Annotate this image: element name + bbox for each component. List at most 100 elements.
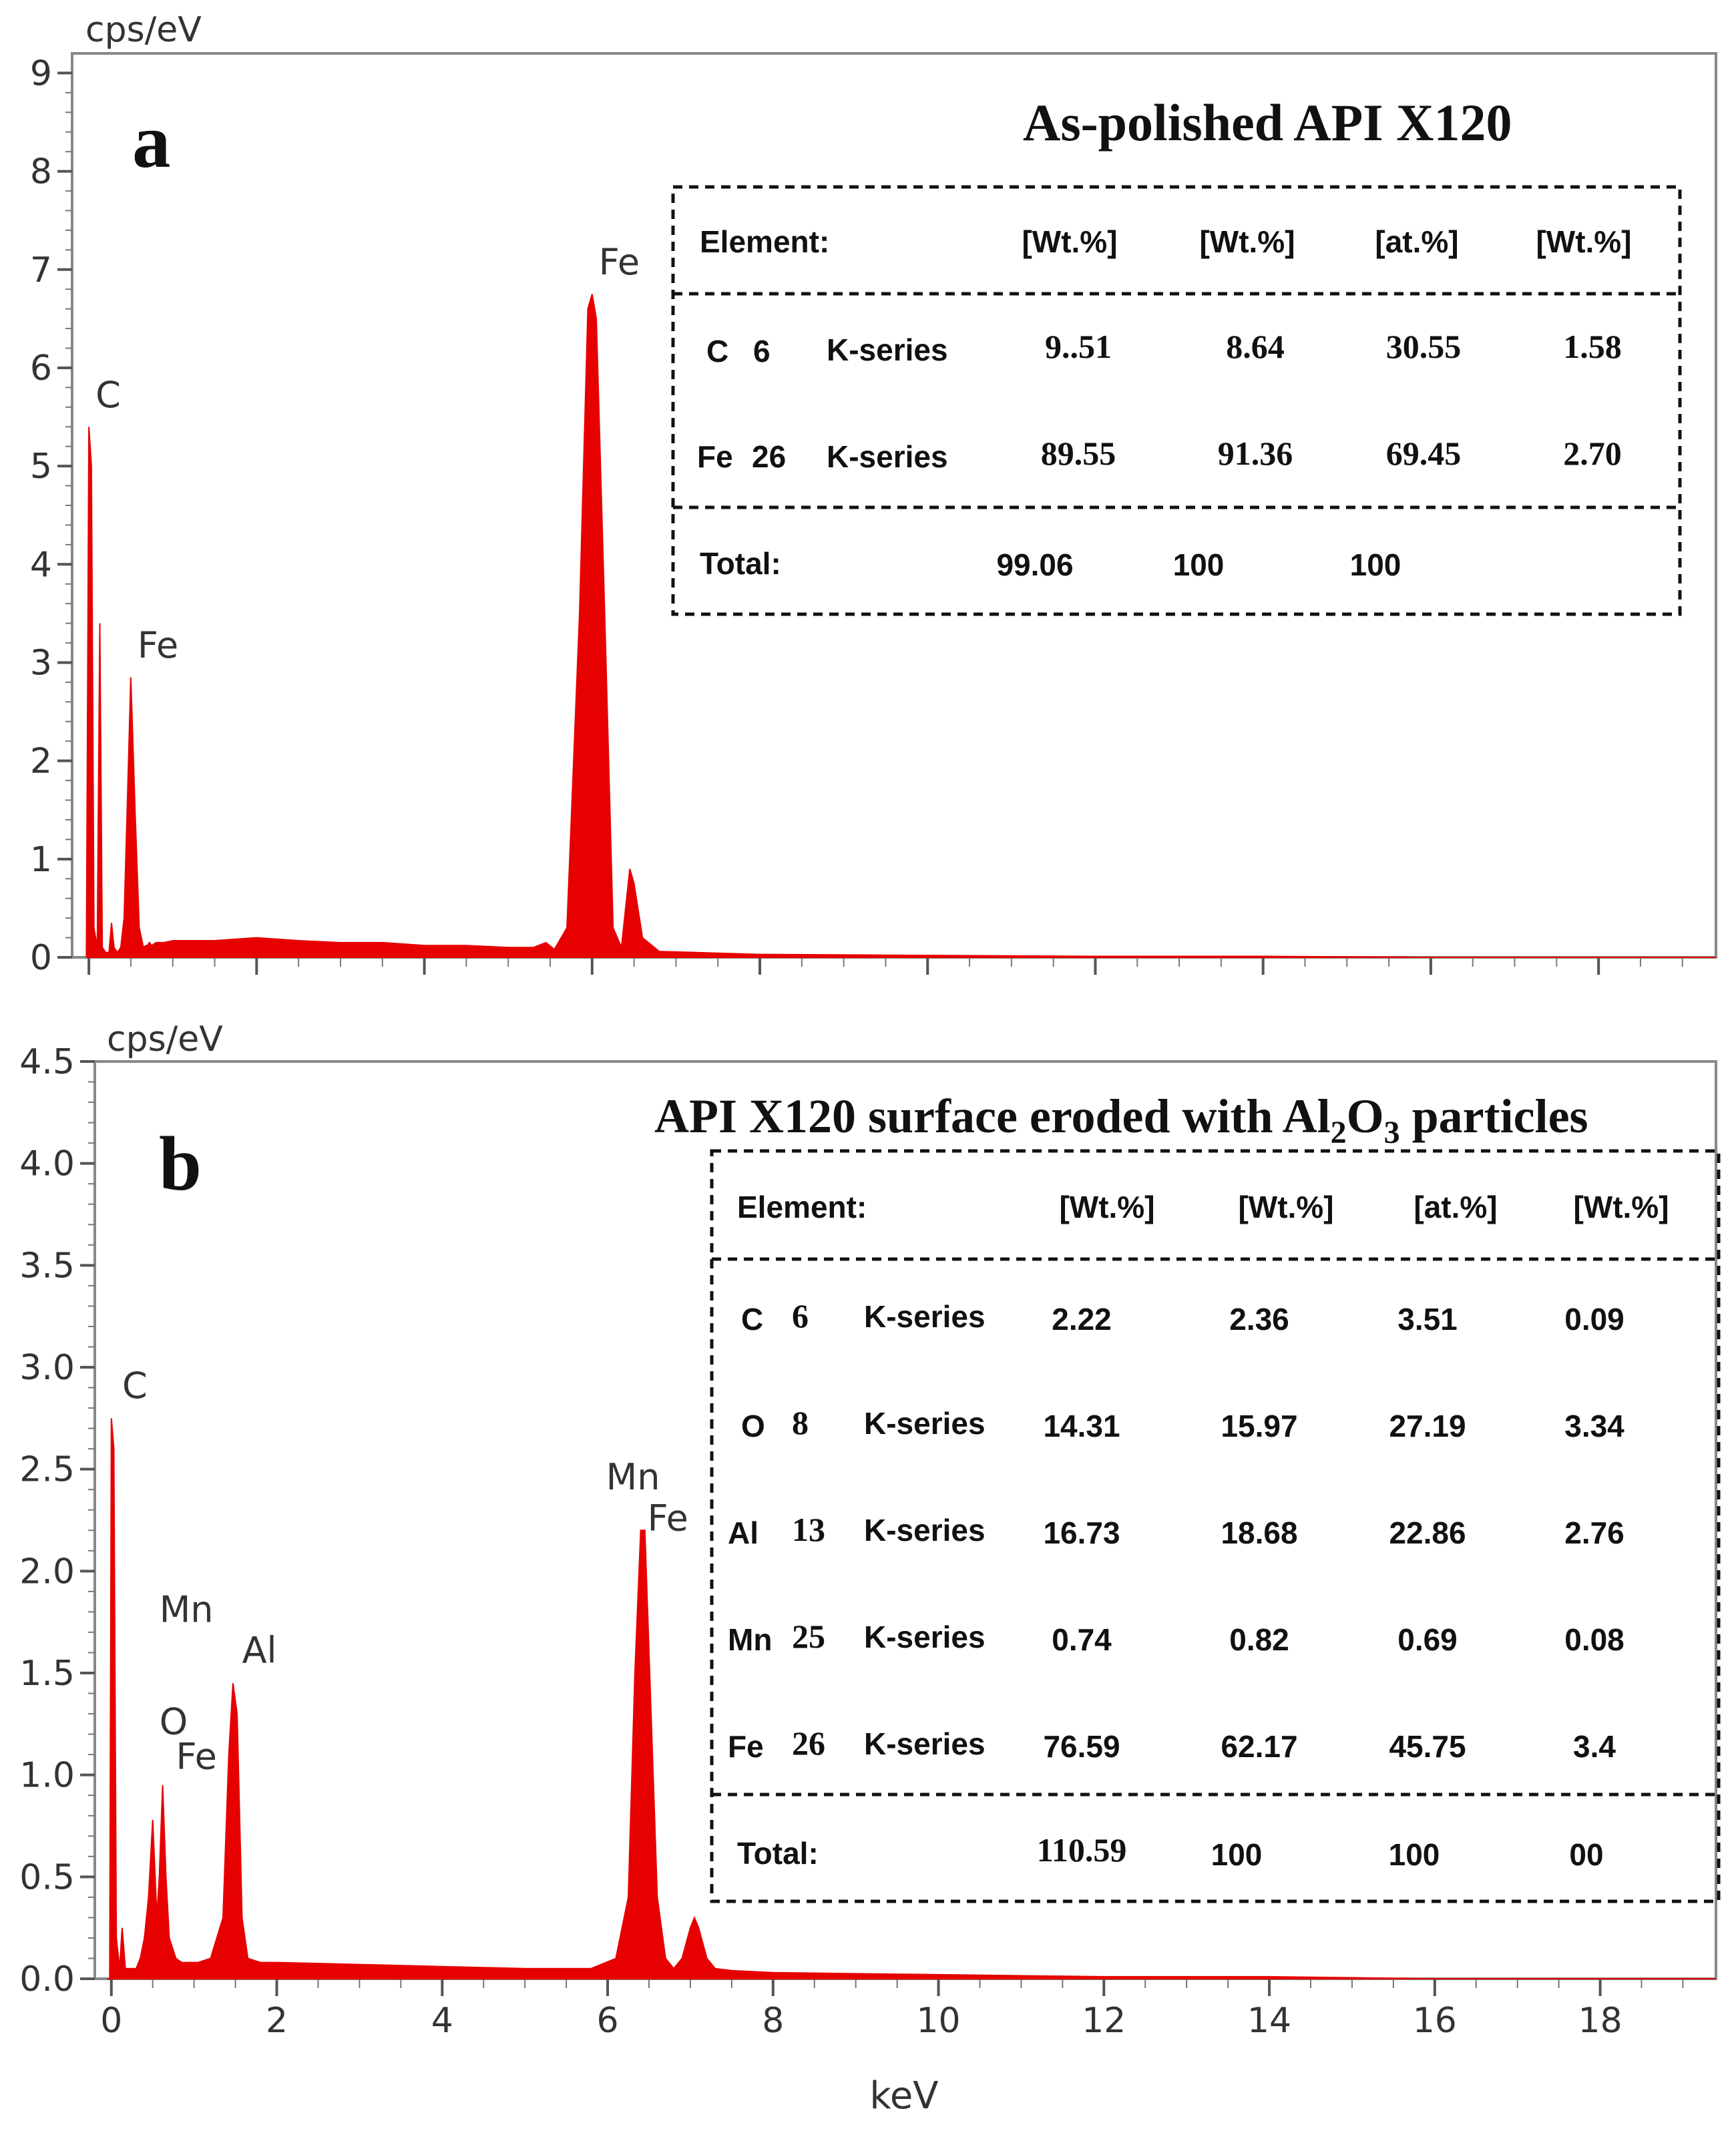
table-b-row-value: 0.82 xyxy=(1229,1622,1289,1657)
spectrum-area xyxy=(107,1418,1716,1979)
table-b-row-symbol: C xyxy=(741,1302,763,1337)
panel-a-spectrum xyxy=(85,294,1716,958)
y-tick-label: 4.5 xyxy=(19,1042,75,1082)
panel-b: cps/eV b API X120 surface eroded with Al… xyxy=(19,1019,1721,2118)
table-b-row-z: 25 xyxy=(792,1618,825,1655)
table-a-header-col3: [at.%] xyxy=(1375,224,1458,259)
table-a-total-row: Total: 99.06 100 100 xyxy=(700,546,1401,582)
table-a: Element: [Wt.%] [Wt.%] [at.%] [Wt.%] C 6… xyxy=(671,185,1682,616)
table-a-border xyxy=(671,185,1682,616)
y-tick-label: 1 xyxy=(30,840,52,880)
table-b-row-value: 14.31 xyxy=(1043,1409,1120,1443)
table-row: O 8 K-series 14.31 15.97 27.19 3.34 xyxy=(741,1404,1624,1443)
table-b-row-value: 0.09 xyxy=(1564,1302,1624,1337)
x-tick-label: 18 xyxy=(1578,2001,1622,2041)
peak-label: Mn xyxy=(606,1456,660,1498)
panel-a-letter: a xyxy=(132,99,171,184)
table-b-header-col4: [Wt.%] xyxy=(1573,1190,1669,1224)
peak-label: Fe xyxy=(648,1497,688,1539)
table-b-row-value: 3.4 xyxy=(1573,1729,1616,1764)
table-row: Mn 25 K-series 0.74 0.82 0.69 0.08 xyxy=(728,1618,1624,1657)
panel-a-frame xyxy=(71,52,1717,959)
table-b-rows: C 6 K-series 2.22 2.36 3.51 0.09 O 8 K-series 14.3… xyxy=(728,1297,1624,1764)
table-a-row2-val3: 69.45 xyxy=(1386,435,1462,472)
table-a-header-col2: [Wt.%] xyxy=(1199,224,1295,259)
table-a-row1-val2: 8.64 xyxy=(1226,328,1285,365)
peak-label: Mn xyxy=(160,1589,214,1631)
panel-b-axes: 0.0 0.5 1.0 1.5 2.0 2.5 3.0 3.5 4.0 4.5 0 2 4 6 8 10 12 1… xyxy=(19,1042,1684,2041)
panel-b-title-part1: API X120 surface eroded with Al xyxy=(654,1090,1331,1143)
table-a-header-row: Element: [Wt.%] [Wt.%] [at.%] [Wt.%] xyxy=(700,224,1632,259)
y-tick-label: 3.5 xyxy=(19,1246,75,1286)
table-a-row1-val3: 30.55 xyxy=(1386,328,1462,365)
peak-label: C xyxy=(95,374,121,416)
table-b-row-value: 2.36 xyxy=(1229,1302,1289,1337)
panel-b-xlabel: keV xyxy=(869,2074,938,2118)
table-b-row-value: 18.68 xyxy=(1221,1515,1297,1550)
table-row: C 6 K-series 9..51 8.64 30.55 1.58 xyxy=(706,328,1622,369)
table-b-header-col1: [Wt.%] xyxy=(1059,1190,1154,1224)
table-a-header-element: Element: xyxy=(700,224,829,259)
y-tick-label: 3.0 xyxy=(19,1348,75,1388)
y-tick-label: 8 xyxy=(30,152,52,192)
y-tick-label: 2 xyxy=(30,742,52,782)
x-tick-label: 4 xyxy=(431,2001,453,2041)
table-row: Al 13 K-series 16.73 18.68 22.86 2.76 xyxy=(728,1511,1624,1550)
peak-label: Fe xyxy=(138,624,178,666)
table-a-row1-val4: 1.58 xyxy=(1563,328,1622,365)
table-b-row-value: 3.51 xyxy=(1397,1302,1458,1337)
table-b-border xyxy=(710,1149,1721,1903)
table-b-row-value: 27.19 xyxy=(1389,1409,1466,1443)
spectrum-area xyxy=(85,294,1716,958)
table-b-row-z: 8 xyxy=(792,1404,809,1441)
panel-a-ylabel: cps/eV xyxy=(85,10,202,50)
table-b-row-value: 62.17 xyxy=(1221,1729,1297,1764)
table-b-total-val3: 100 xyxy=(1389,1837,1440,1872)
x-tick-label: 10 xyxy=(916,2001,960,2041)
table-b-row-value: 15.97 xyxy=(1221,1409,1297,1443)
table-b-row-value: 2.22 xyxy=(1052,1302,1112,1337)
table-b-row-value: 0.08 xyxy=(1564,1622,1624,1657)
x-tick-label: 16 xyxy=(1413,2001,1457,2041)
y-tick-label: 4 xyxy=(30,545,52,585)
table-b-row-symbol: Mn xyxy=(728,1622,772,1657)
table-b-row-value: 45.75 xyxy=(1389,1729,1466,1764)
table-b-row-symbol: Al xyxy=(728,1515,758,1550)
panel-a-peak-labels: C Fe Fe xyxy=(95,241,640,666)
panel-a-title: As-polished API X120 xyxy=(1023,93,1512,152)
table-b-row-value: 22.86 xyxy=(1389,1515,1466,1550)
panel-b-title-part2: particles xyxy=(1400,1090,1588,1143)
table-b-row-z: 13 xyxy=(792,1511,825,1548)
table-a-header-col4: [Wt.%] xyxy=(1536,224,1631,259)
table-a-row2-z: 26 xyxy=(752,439,786,474)
table-b-header-element: Element: xyxy=(737,1190,867,1224)
table-b-row-value: 0.69 xyxy=(1397,1622,1458,1657)
table-b-row-value: 2.76 xyxy=(1564,1515,1624,1550)
table-b-row-value: 16.73 xyxy=(1043,1515,1120,1550)
table-b-row-z: 6 xyxy=(792,1297,809,1335)
panel-b-spectrum xyxy=(107,1418,1716,1979)
y-tick-label: 9 xyxy=(30,53,52,93)
x-tick-label: 6 xyxy=(596,2001,618,2041)
table-a-total-val2: 100 xyxy=(1173,547,1225,582)
panel-b-title-sub2: 2 xyxy=(1331,1115,1347,1150)
table-b-row-value: 76.59 xyxy=(1043,1729,1120,1764)
table-b-header-col2: [Wt.%] xyxy=(1238,1190,1333,1224)
table-a-row1-val1: 9..51 xyxy=(1045,328,1112,365)
table-row: C 6 K-series 2.22 2.36 3.51 0.09 xyxy=(741,1297,1624,1337)
table-b-row-symbol: Fe xyxy=(728,1729,764,1764)
y-tick-label: 0.0 xyxy=(19,1959,75,1999)
y-tick-label: 1.5 xyxy=(19,1654,75,1694)
table-a-row1-symbol: C xyxy=(706,334,728,369)
table-b-row-series: K-series xyxy=(864,1299,986,1334)
table-a-row2-val2: 91.36 xyxy=(1218,435,1293,472)
y-tick-label: 0.5 xyxy=(19,1857,75,1897)
table-a-row1-series: K-series xyxy=(827,332,948,367)
y-tick-label: 2.5 xyxy=(19,1450,75,1490)
y-tick-label: 7 xyxy=(30,250,52,290)
table-b-total-val4: 00 xyxy=(1569,1837,1603,1872)
x-tick-label: 2 xyxy=(266,2001,288,2041)
